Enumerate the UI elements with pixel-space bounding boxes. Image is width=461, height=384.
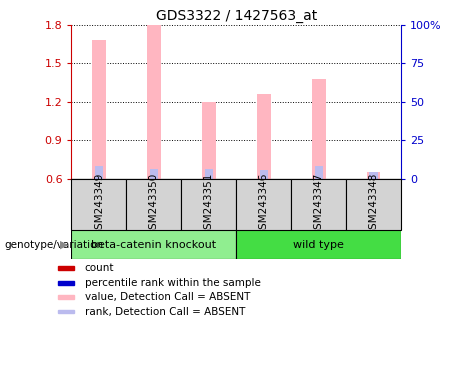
Bar [369, 172, 378, 179]
Bar [236, 230, 401, 259]
Text: GSM243346: GSM243346 [259, 173, 269, 236]
Bar [291, 179, 346, 230]
Bar [92, 40, 106, 179]
Title: GDS3322 / 1427563_at: GDS3322 / 1427563_at [156, 8, 317, 23]
Text: value, Detection Call = ABSENT: value, Detection Call = ABSENT [84, 292, 250, 302]
Bar [260, 170, 268, 179]
Text: GSM243349: GSM243349 [94, 173, 104, 236]
Text: genotype/variation: genotype/variation [5, 240, 104, 250]
Bar [58, 281, 74, 285]
Bar [181, 179, 236, 230]
Bar [58, 295, 74, 299]
Text: rank, Detection Call = ABSENT: rank, Detection Call = ABSENT [84, 306, 245, 316]
Bar [236, 179, 291, 230]
Bar [205, 169, 213, 179]
Text: GSM243348: GSM243348 [369, 173, 378, 236]
Text: GSM243351: GSM243351 [204, 173, 214, 236]
Text: GSM243350: GSM243350 [149, 173, 159, 236]
Bar [150, 169, 158, 179]
Text: ▶: ▶ [60, 240, 68, 250]
Bar [71, 230, 236, 259]
Text: wild type: wild type [293, 240, 344, 250]
Bar [71, 179, 126, 230]
Text: count: count [84, 263, 114, 273]
Bar [367, 172, 380, 179]
Bar [257, 94, 271, 179]
Bar [312, 79, 325, 179]
Bar [346, 179, 401, 230]
Bar [58, 266, 74, 270]
Bar [314, 166, 323, 179]
Bar [95, 166, 103, 179]
Text: percentile rank within the sample: percentile rank within the sample [84, 278, 260, 288]
Text: beta-catenin knockout: beta-catenin knockout [91, 240, 216, 250]
Bar [58, 310, 74, 313]
Bar [202, 102, 216, 179]
Bar [147, 25, 161, 179]
Bar [126, 179, 181, 230]
Text: GSM243347: GSM243347 [313, 173, 324, 236]
